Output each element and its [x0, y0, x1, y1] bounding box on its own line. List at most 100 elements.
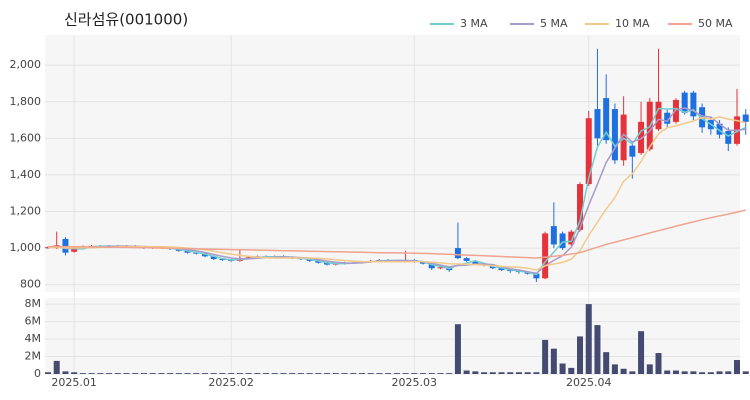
x-tick-label: 2025.02 — [208, 376, 254, 389]
y-tick-label: 1,000 — [10, 241, 42, 254]
volume-bar — [498, 372, 505, 374]
candle-body — [559, 233, 566, 249]
volume-bar — [158, 373, 165, 374]
y-tick-label: 1,400 — [10, 168, 42, 181]
candle-body — [498, 268, 505, 271]
volume-bar — [236, 373, 243, 374]
candle-body — [742, 114, 749, 122]
candle-body — [585, 118, 592, 185]
candle-body — [210, 256, 217, 260]
y-tick-label: 2,000 — [10, 58, 42, 71]
volume-bar — [454, 324, 461, 374]
y-tick-label: 1,200 — [10, 205, 42, 218]
volume-bar — [254, 373, 261, 374]
candle-body — [463, 258, 470, 261]
ma-line — [48, 209, 746, 259]
volume-bar — [324, 373, 331, 374]
y-tick-label: 4M — [25, 332, 42, 345]
volume-bar — [542, 339, 549, 374]
candle-body — [716, 123, 723, 135]
volume-bar — [638, 331, 645, 374]
volume-bar — [568, 367, 575, 374]
volume-bar — [690, 371, 697, 374]
legend-label: 3 MA — [460, 17, 488, 30]
volume-bar — [219, 373, 226, 374]
volume-bar — [481, 372, 488, 374]
ma-line — [47, 116, 746, 271]
candle-body — [454, 248, 461, 259]
volume-bar — [297, 373, 304, 374]
volume-panel — [45, 298, 740, 374]
volume-bar — [524, 372, 531, 374]
volume-bar — [358, 373, 365, 374]
y-tick-label: 1,600 — [10, 131, 42, 144]
candle-body — [577, 184, 584, 230]
legend-label: 50 MA — [698, 17, 733, 30]
x-tick-label: 2025.03 — [392, 376, 438, 389]
volume-bar — [210, 373, 217, 374]
candle-body — [603, 98, 610, 141]
y-tick-label: 0 — [34, 367, 41, 380]
volume-bar — [341, 373, 348, 374]
volume-bar — [332, 373, 339, 374]
volume-bar — [472, 371, 479, 374]
legend-label: 10 MA — [615, 17, 650, 30]
volume-bar — [533, 372, 540, 374]
volume-bar — [620, 368, 627, 374]
volume-bar — [280, 373, 287, 374]
candle-body — [184, 250, 191, 253]
candle-body — [550, 226, 557, 245]
candle-body — [420, 261, 427, 264]
candle-body — [725, 131, 732, 144]
volume-bar — [734, 360, 740, 374]
volume-bar — [646, 364, 653, 374]
volume-bar — [149, 373, 156, 374]
volume-bar — [402, 373, 409, 374]
volume-bar — [594, 325, 601, 374]
volume-bar — [629, 371, 636, 374]
volume-bar — [245, 373, 252, 374]
volume-bar — [611, 364, 618, 374]
candle-body — [594, 109, 601, 139]
volume-bar — [263, 373, 270, 374]
volume-bar — [699, 372, 706, 374]
candle-body — [71, 248, 78, 252]
candle-body — [681, 92, 688, 113]
volume-bar — [385, 373, 392, 374]
volume-bar — [655, 353, 662, 374]
volume-bar — [489, 372, 496, 374]
candle-body — [542, 233, 549, 279]
x-tick-label: 2025.01 — [51, 376, 97, 389]
volume-bar — [79, 373, 86, 374]
volume-bar — [106, 373, 113, 374]
legend-label: 5 MA — [540, 17, 568, 30]
volume-bar — [463, 370, 470, 374]
volume-bar — [114, 373, 121, 374]
volume-bar — [201, 373, 208, 374]
candle-body — [201, 253, 208, 257]
x-tick-label: 2025.04 — [566, 376, 612, 389]
candle-body — [629, 145, 636, 157]
volume-bar — [664, 370, 671, 374]
volume-bar — [306, 373, 313, 374]
volume-bar — [585, 304, 592, 374]
candle-body — [638, 121, 645, 153]
candle-body — [219, 259, 226, 261]
volume-bar — [672, 370, 679, 374]
candle-body — [45, 247, 51, 249]
y-tick-label: 8M — [25, 297, 42, 310]
candle-body — [655, 101, 662, 130]
volume-bar — [175, 373, 182, 374]
volume-bar — [707, 372, 714, 374]
candle-body — [568, 231, 575, 245]
chart-title: 신라섬유(001000) — [64, 11, 188, 29]
y-tick-label: 800 — [20, 278, 41, 291]
candle-body — [428, 263, 435, 269]
volume-bar — [446, 373, 453, 374]
volume-bar — [132, 373, 139, 374]
candle-body — [472, 260, 479, 264]
candle-body — [324, 262, 331, 265]
candle-body — [315, 260, 322, 263]
volume-bar — [428, 373, 435, 374]
volume-bar — [393, 373, 400, 374]
